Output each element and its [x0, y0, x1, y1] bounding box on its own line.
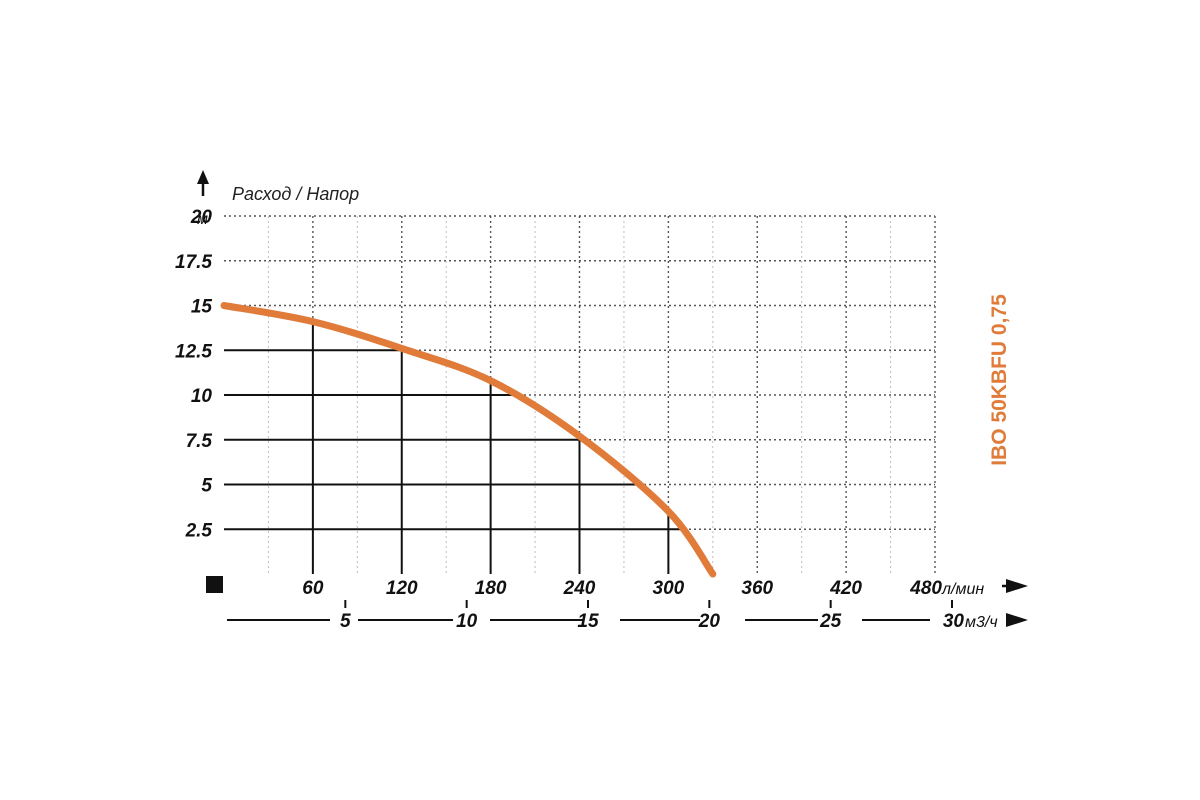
y-tick-label: 15 [191, 297, 213, 318]
x-tick-label: 60 [302, 578, 324, 599]
chart-title: IBO 50KBFU 0,75 [988, 294, 1011, 466]
series-curve [220, 302, 717, 578]
x-unit-label: л/мин [941, 581, 984, 598]
x-tick-label: 120 [386, 578, 418, 599]
operating-point-guides [224, 321, 682, 574]
x2-tick-label: 20 [698, 611, 721, 632]
y-tick-label: 7.5 [186, 431, 213, 452]
y-axis-title: Расход / Напор [232, 184, 359, 204]
x-axis-arrowhead [1006, 579, 1028, 593]
x2-tick-label: 30 [943, 611, 965, 632]
x2-axis-arrowhead [1006, 613, 1028, 627]
x2-tick-label: 5 [340, 611, 351, 632]
x-tick-label: 420 [829, 578, 862, 599]
x2-tick-label: 10 [456, 611, 478, 632]
x-tick-label: 360 [741, 578, 773, 599]
y-tick-label: 5 [201, 476, 212, 497]
y-unit-label: м [197, 211, 208, 228]
x-tick-label: 240 [563, 578, 596, 599]
x-tick-label: 300 [653, 578, 685, 599]
x-tick-label: 480 [909, 578, 942, 599]
y-tick-label: 2.5 [185, 520, 213, 541]
x2-unit-label: м3/ч [965, 614, 998, 631]
y-tick-label: 20 [190, 207, 213, 228]
axes [197, 170, 1028, 627]
y-tick-label: 10 [191, 386, 213, 407]
x2-tick-label: 15 [577, 611, 599, 632]
y-tick-label: 17.5 [175, 252, 212, 273]
x2-tick-label: 25 [819, 611, 842, 632]
y-axis-arrowhead [197, 170, 209, 184]
performance-curve [220, 302, 717, 578]
x-tick-label: 180 [475, 578, 507, 599]
origin-marker [206, 576, 223, 593]
y-tick-label: 12.5 [175, 341, 212, 362]
tick-labels: 2.5 5 7.5 10 12.5 15 17.5 20 60 120 180 240 300 360 42… [175, 207, 964, 632]
